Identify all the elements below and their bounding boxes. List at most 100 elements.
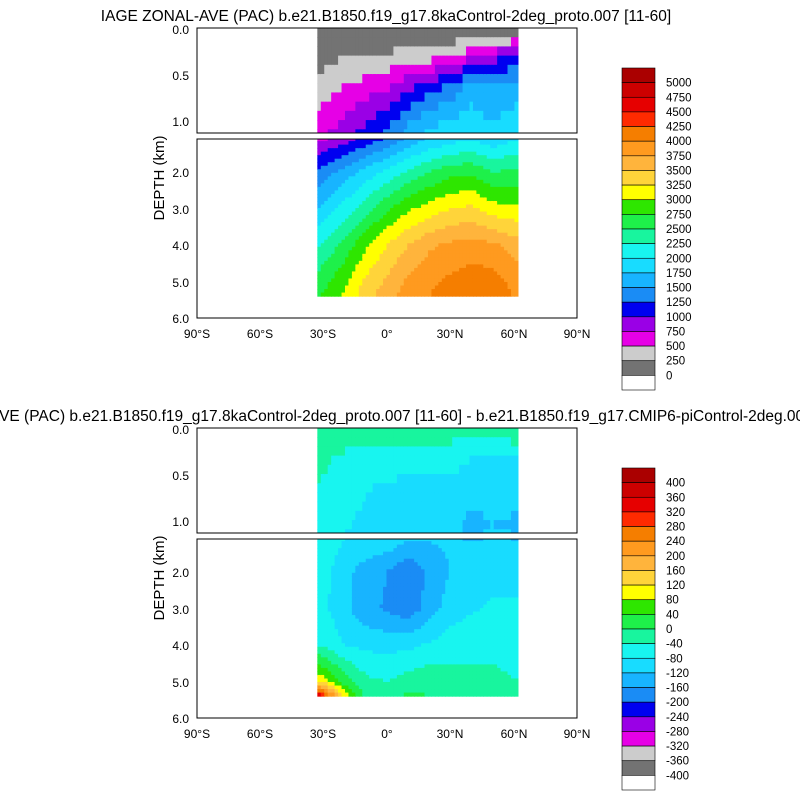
contour-cell: [424, 243, 429, 248]
contour-cell: [372, 464, 377, 475]
contour-cell: [383, 215, 388, 220]
contour-cell: [500, 193, 505, 199]
contour-cell: [341, 510, 346, 521]
contour-cell: [441, 229, 446, 234]
contour-cell: [320, 597, 325, 602]
contour-cell: [493, 172, 498, 177]
contour-cell: [483, 183, 488, 188]
contour-cell: [345, 200, 350, 206]
contour-cell: [431, 172, 436, 177]
contour-cell: [383, 92, 388, 103]
contour-cell: [469, 218, 474, 223]
contour-cell: [448, 165, 453, 170]
contour-cell: [410, 692, 415, 697]
contour-cell: [403, 464, 408, 475]
contour-cell: [351, 83, 356, 94]
contour-cell: [331, 455, 336, 466]
contour-cell: [327, 197, 332, 202]
contour-cell: [365, 660, 370, 665]
contour-cell: [358, 611, 363, 616]
contour-cell: [372, 169, 377, 174]
contour-cell: [345, 653, 350, 658]
contour-cell: [493, 274, 498, 280]
contour-cell: [327, 446, 332, 457]
contour-cell: [317, 197, 322, 202]
contour-cell: [331, 229, 336, 234]
contour-cell: [369, 176, 374, 181]
contour-cell: [327, 101, 332, 112]
contour-cell: [490, 169, 495, 174]
contour-cell: [348, 618, 353, 623]
contour-cell: [365, 289, 370, 294]
contour-cell: [459, 243, 464, 248]
contour-cell: [466, 46, 471, 57]
contour-cell: [334, 172, 339, 177]
contour-cell: [365, 544, 370, 549]
contour-cell: [351, 541, 356, 546]
contour-cell: [362, 183, 367, 188]
contour-cell: [358, 569, 363, 574]
contour-cell: [403, 232, 408, 237]
contour-cell: [369, 685, 374, 690]
contour-cell: [410, 271, 415, 276]
contour-cell: [403, 64, 408, 75]
contour-cell: [324, 437, 329, 447]
contour-cell: [500, 222, 505, 227]
contour-cell: [365, 110, 370, 121]
contour-cell: [445, 28, 450, 38]
contour-cell: [331, 618, 336, 623]
contour-cell: [351, 583, 356, 588]
contour-cell: [386, 243, 391, 248]
contour-cell: [410, 193, 415, 199]
contour-cell: [396, 250, 401, 255]
contour-cell: [389, 204, 395, 209]
contour-cell: [500, 176, 505, 181]
contour-cell: [338, 548, 343, 553]
contour-cell: [324, 239, 329, 244]
contour-cell: [514, 28, 519, 38]
contour-cell: [421, 271, 426, 276]
contour-cell: [383, 643, 388, 648]
contour-cell: [383, 464, 388, 475]
contour-cell: [400, 197, 405, 202]
contour-cell: [493, 120, 498, 130]
contour-cell: [376, 625, 381, 630]
contour-cell: [407, 179, 412, 184]
contour-cell: [445, 151, 450, 156]
contour-cell: [345, 572, 350, 577]
contour-cell: [403, 218, 408, 223]
contour-cell: [327, 583, 332, 588]
contour-cell: [507, 246, 512, 251]
contour-cell: [410, 653, 415, 658]
contour-cell: [334, 618, 339, 623]
contour-cell: [469, 285, 474, 290]
contour-cell: [341, 428, 346, 438]
contour-cell: [389, 208, 395, 213]
contour-cell: [445, 289, 450, 294]
contour-cell: [376, 572, 381, 577]
contour-cell: [331, 501, 336, 512]
contour-cell: [469, 74, 474, 84]
contour-cell: [327, 246, 332, 251]
contour-cell: [417, 437, 422, 447]
contour-cell: [497, 289, 502, 294]
contour-cell: [510, 239, 516, 244]
contour-cell: [331, 689, 336, 694]
contour-cell: [393, 158, 398, 163]
contour-cell: [369, 593, 374, 599]
contour-cell: [459, 28, 464, 38]
contour-cell: [434, 74, 439, 84]
contour-cell: [427, 229, 433, 234]
contour-cell: [490, 74, 495, 84]
contour-cell: [345, 685, 350, 690]
colorbar-swatch: [621, 96, 656, 113]
contour-cell: [469, 267, 474, 273]
contour-cell: [317, 193, 322, 199]
contour-cell: [469, 169, 474, 174]
contour-cell: [334, 239, 339, 244]
contour-cell: [331, 464, 336, 475]
contour-cell: [396, 151, 401, 156]
contour-cell: [383, 483, 388, 494]
contour-cell: [507, 83, 512, 94]
contour-cell: [358, 474, 363, 484]
